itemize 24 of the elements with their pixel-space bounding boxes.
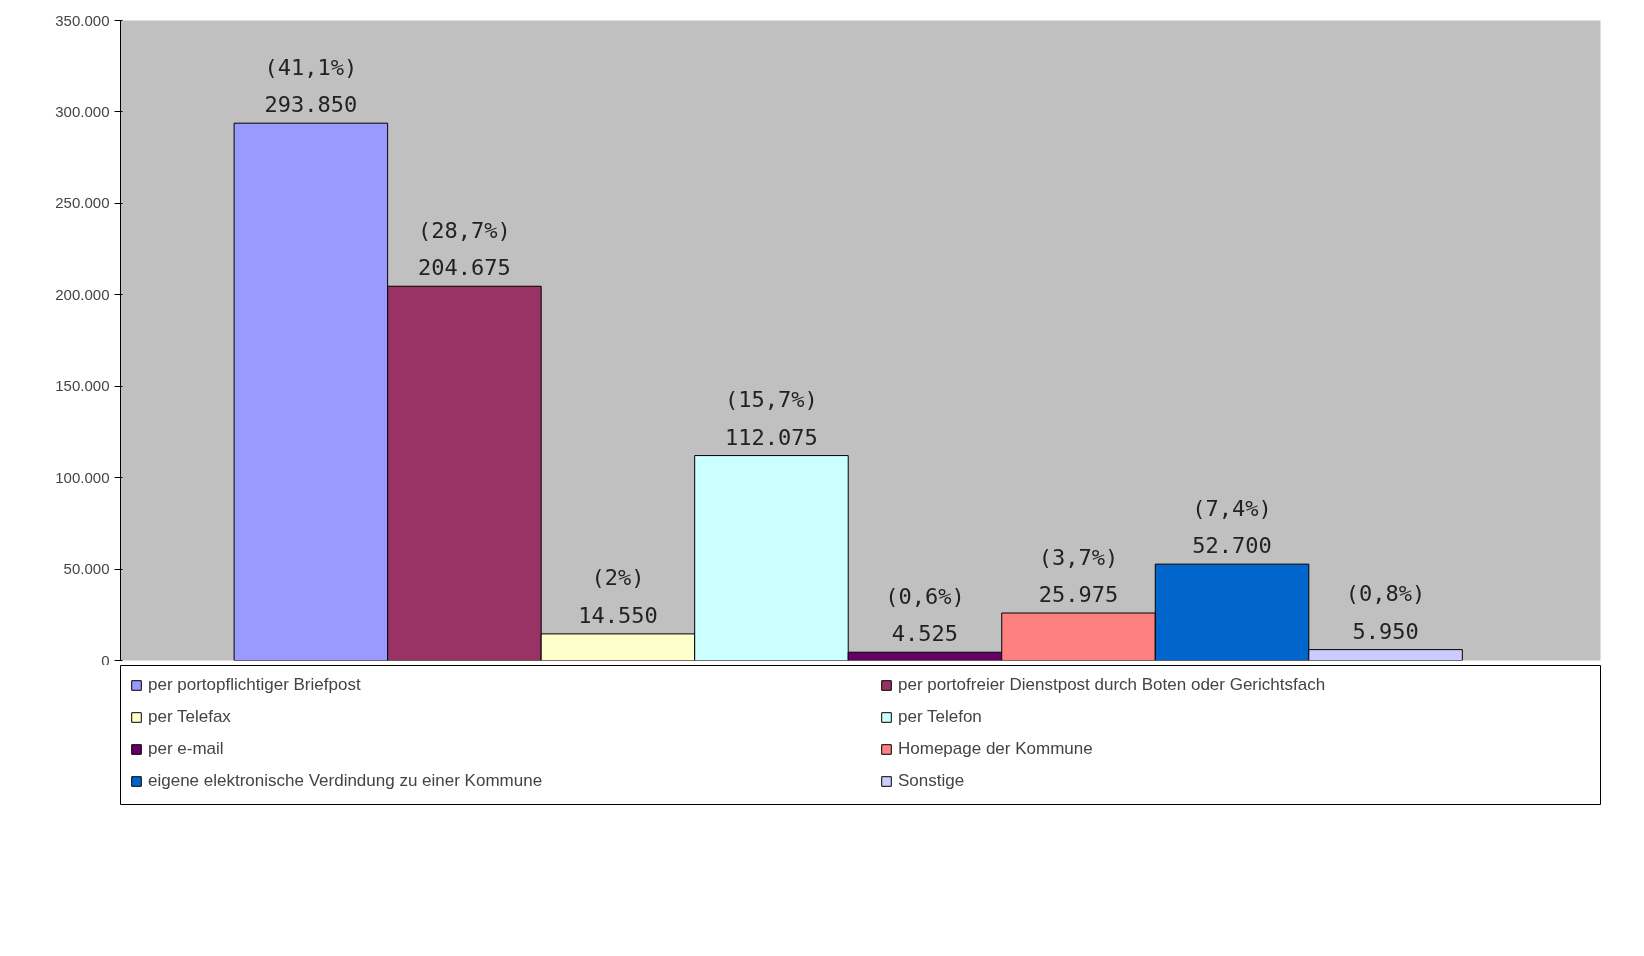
y-tick-label: 200.000 [55, 285, 110, 303]
legend-label: Homepage der Kommune [898, 739, 1094, 759]
y-tick-label: 350.000 [55, 11, 110, 29]
data-label: (28,7%) 204.675 [418, 217, 511, 281]
legend-label: per portofreier Dienstpost durch Boten oder Gerichtsfach [898, 675, 1327, 695]
legend-label: per e-mail [148, 739, 225, 759]
y-tick-label: 100.000 [55, 468, 110, 486]
legend-label: eigene elektronische Verdindung zu einer Kommune [148, 771, 544, 791]
data-label: (3,7%) 25.975 [1038, 544, 1119, 607]
legend-label: per Telefon [898, 707, 983, 727]
data-label: (41,1%) 293.850 [264, 54, 358, 118]
data-label: (15,7%) 112.075 [725, 387, 818, 450]
y-tick-label: 50.000 [63, 560, 110, 578]
legend-label: Sonstige [898, 771, 966, 791]
y-tick-label: 150.000 [55, 377, 110, 395]
data-label: (0,8%) 5.950 [1345, 581, 1426, 644]
data-label: (2%) 14.550 [578, 565, 658, 628]
y-tick-label: 300.000 [55, 102, 110, 120]
data-label: (7,4%) 52.700 [1192, 495, 1272, 559]
legend-label: per Telefax [148, 707, 232, 727]
y-tick-label: 250.000 [55, 194, 110, 212]
data-label: (0,6%) 4.525 [885, 583, 965, 647]
y-tick-label: 0 [101, 651, 110, 669]
legend-label: per portopflichtiger Briefpost [148, 675, 362, 695]
